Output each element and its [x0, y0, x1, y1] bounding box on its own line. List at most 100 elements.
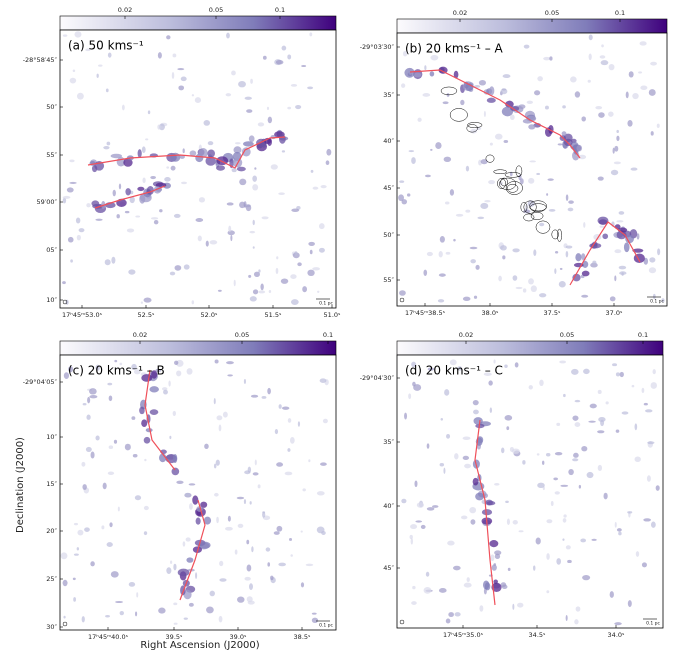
colorbar-tick-label: 0.05 [235, 331, 249, 339]
filament [474, 419, 496, 606]
emission [63, 615, 66, 619]
emission [219, 560, 224, 567]
emission [559, 267, 563, 271]
emission [399, 290, 406, 296]
emission [588, 53, 592, 61]
emission [76, 92, 84, 100]
emission [614, 275, 617, 282]
emission [554, 491, 560, 495]
emission [494, 483, 500, 486]
emission [489, 86, 495, 96]
emission [183, 589, 192, 600]
emission [244, 576, 251, 581]
emission [568, 468, 574, 476]
emission [502, 74, 511, 79]
emission [511, 448, 520, 454]
emission [234, 549, 238, 555]
emission [308, 241, 315, 247]
emission [158, 607, 166, 614]
emission [494, 553, 501, 559]
scale-bar-label: 0.1 pc [319, 623, 333, 629]
emission [422, 93, 431, 97]
emission [512, 275, 518, 281]
emission [124, 443, 131, 451]
emission [545, 453, 551, 457]
emission [529, 160, 537, 163]
emission [423, 269, 428, 276]
emission [484, 582, 491, 591]
emission [213, 463, 217, 469]
emission [177, 68, 185, 71]
emission [107, 471, 115, 476]
emission [546, 553, 550, 560]
emission [295, 104, 302, 110]
emission [216, 516, 219, 524]
emission [123, 158, 133, 167]
emission [307, 269, 315, 277]
emission [490, 554, 495, 562]
emission [166, 35, 171, 40]
emission [173, 622, 178, 625]
emission [226, 202, 234, 206]
emission [267, 116, 273, 124]
filament [179, 499, 206, 601]
emission [472, 477, 479, 486]
emission [147, 110, 151, 115]
emission [515, 286, 523, 290]
emission [614, 622, 622, 626]
emission [580, 538, 587, 543]
emission [226, 32, 230, 39]
emission [621, 272, 624, 276]
emission [473, 409, 479, 415]
emission [655, 485, 660, 491]
emission [631, 384, 635, 388]
y-tick-label: 20″ [46, 527, 57, 535]
emission [608, 63, 615, 71]
emission [648, 267, 657, 274]
emission [258, 269, 261, 273]
emission [249, 501, 252, 505]
emission [121, 104, 125, 111]
emission [63, 372, 70, 379]
emission [491, 582, 502, 593]
emission [182, 148, 185, 154]
emission [614, 249, 622, 254]
emission [62, 281, 66, 285]
emission [287, 418, 292, 423]
emission [438, 251, 443, 258]
emission [186, 557, 194, 563]
y-tick-label: 45″ [383, 184, 394, 192]
emission [326, 148, 332, 156]
emission [501, 447, 505, 454]
emission [180, 76, 187, 82]
emission [69, 181, 77, 184]
emission [141, 419, 148, 428]
emission [231, 168, 237, 173]
emission [426, 507, 435, 511]
emission [226, 361, 234, 365]
emission [198, 148, 208, 158]
emission [483, 372, 492, 376]
emission [488, 380, 493, 386]
emission [574, 619, 579, 625]
emission [62, 195, 71, 199]
x-tick-label: 37.5ˢ [544, 309, 561, 317]
emission [287, 54, 292, 60]
emission [430, 54, 439, 61]
emission [572, 415, 579, 421]
emission [128, 582, 136, 587]
emission [602, 233, 609, 240]
emission [268, 290, 272, 293]
emission [183, 264, 190, 270]
emission [444, 389, 450, 396]
emission [446, 433, 451, 439]
emission [610, 169, 619, 176]
emission [222, 411, 228, 418]
emission [425, 174, 431, 178]
contour [500, 177, 508, 187]
emission [309, 249, 313, 255]
scale-bar-label: 0.1 pc [319, 301, 333, 307]
emission [493, 579, 498, 584]
emission [486, 97, 496, 103]
emission [135, 215, 141, 218]
